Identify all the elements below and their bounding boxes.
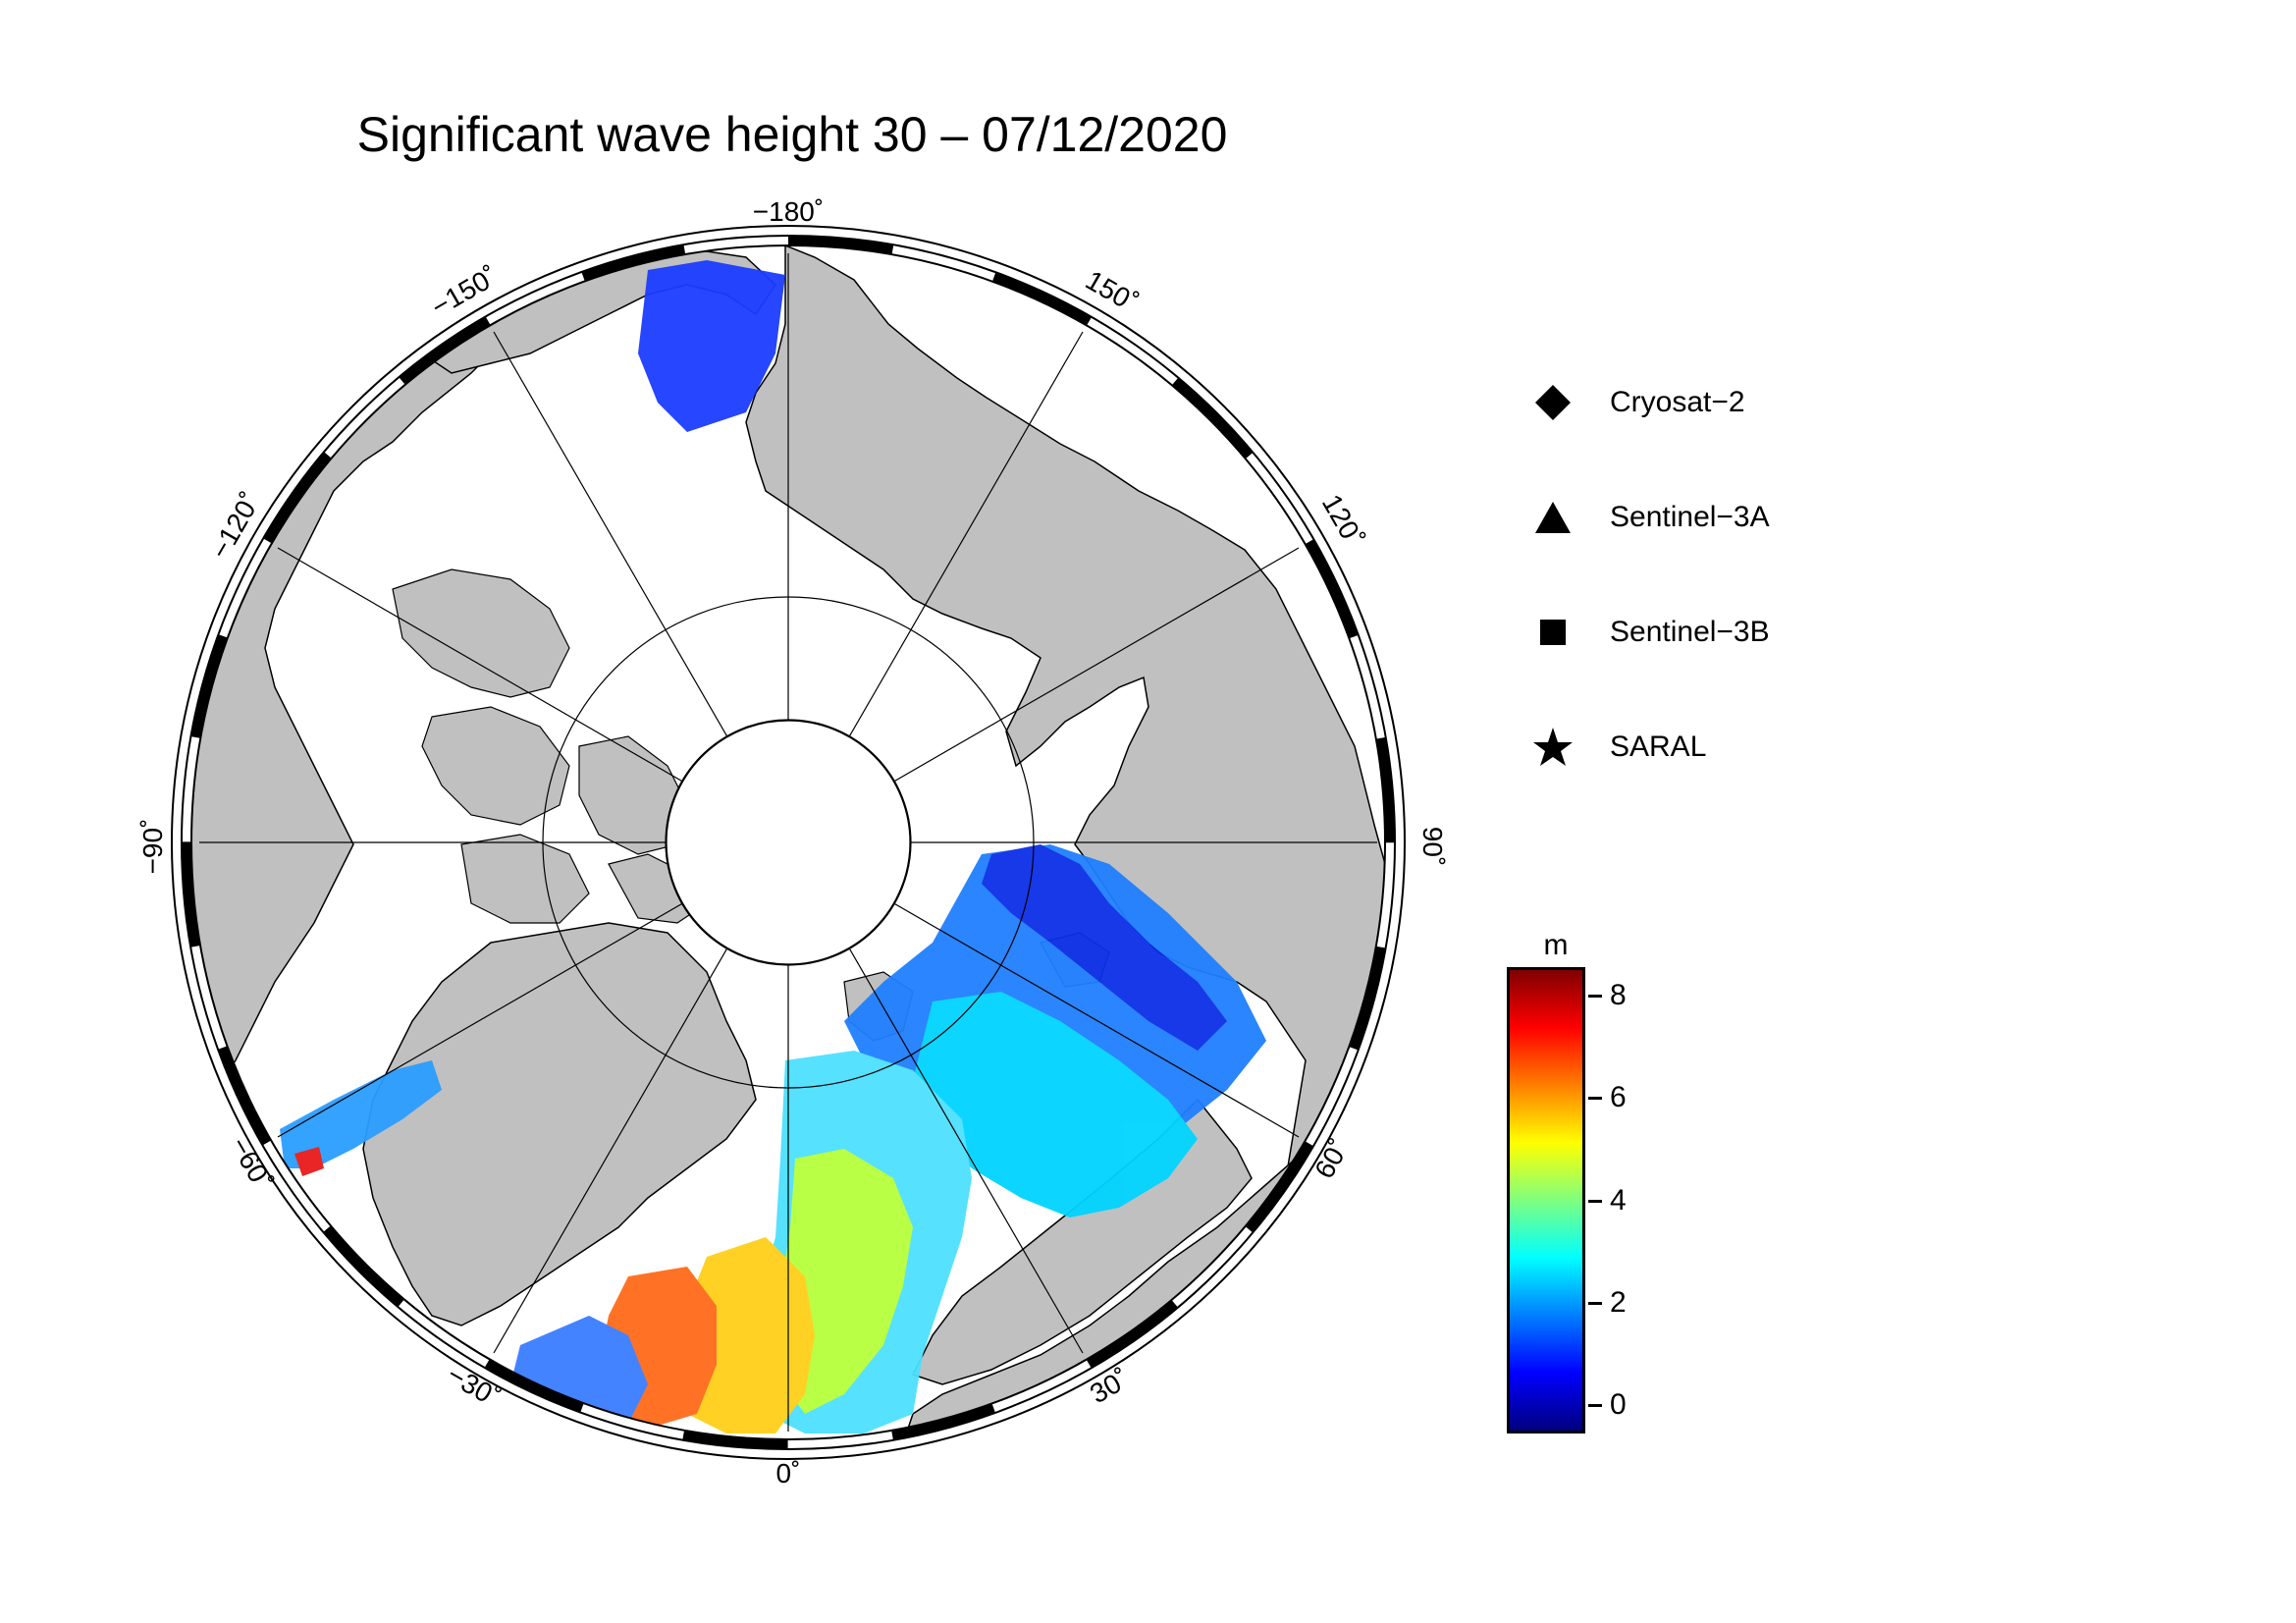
lon-label-m90: −90˚	[137, 819, 168, 875]
swath-barents-cyan	[913, 992, 1198, 1217]
legend-label: Cryosat−2	[1610, 386, 1745, 418]
colorbar-tick	[1588, 1097, 1602, 1101]
diamond-icon	[1531, 381, 1575, 424]
lon-label-30: 30˚	[1085, 1363, 1135, 1409]
star-icon	[1531, 726, 1575, 769]
colorbar-tick	[1588, 995, 1602, 999]
colorbar-tick-label: 6	[1610, 1081, 1627, 1114]
lon-label-150: 150˚	[1081, 264, 1144, 318]
colorbar-tick	[1588, 1301, 1602, 1305]
lon-label-m60: −60˚	[225, 1132, 279, 1196]
swath-kara	[982, 844, 1227, 1051]
legend-label: Sentinel−3A	[1610, 501, 1770, 533]
lon-label-90: 90˚	[1417, 827, 1448, 866]
swath-baffin-red	[294, 1147, 324, 1176]
swath-bering	[638, 260, 785, 432]
colorbar-tick-label: 2	[1610, 1285, 1627, 1319]
lon-label-m180: −180˚	[753, 196, 824, 227]
map-title: Significant wave height 30 – 07/12/2020	[356, 107, 1228, 162]
map-frame	[171, 225, 1406, 1460]
legend-item-sentinel-3b: Sentinel−3B	[1531, 603, 1770, 662]
legend-item-sentinel-3a: Sentinel−3A	[1531, 488, 1770, 547]
colorbar-tick-label: 8	[1610, 979, 1627, 1012]
colorbar	[1507, 967, 1585, 1434]
colorbar-tick-label: 0	[1610, 1387, 1627, 1421]
triangle-icon	[1531, 496, 1575, 539]
colorbar-tick	[1588, 1403, 1602, 1407]
colorbar-tick-label: 4	[1610, 1183, 1627, 1217]
pole-hole	[666, 720, 911, 965]
lon-label-0: 0˚	[776, 1458, 801, 1488]
legend-label: SARAL	[1610, 730, 1707, 763]
lon-label-m120: −120˚	[204, 487, 266, 564]
square-icon	[1531, 611, 1575, 654]
colorbar-unit: m	[1543, 929, 1569, 961]
legend-item-cryosat: Cryosat−2	[1531, 373, 1745, 432]
colorbar-fill	[1510, 970, 1582, 1431]
swath-baffin	[280, 1060, 442, 1168]
legend-label: Sentinel−3B	[1610, 616, 1770, 648]
legend-item-saral: SARAL	[1531, 718, 1706, 777]
colorbar-tick	[1588, 1199, 1602, 1203]
lon-label-120: 120˚	[1316, 489, 1370, 552]
swath-north-atlantic	[677, 1237, 815, 1434]
